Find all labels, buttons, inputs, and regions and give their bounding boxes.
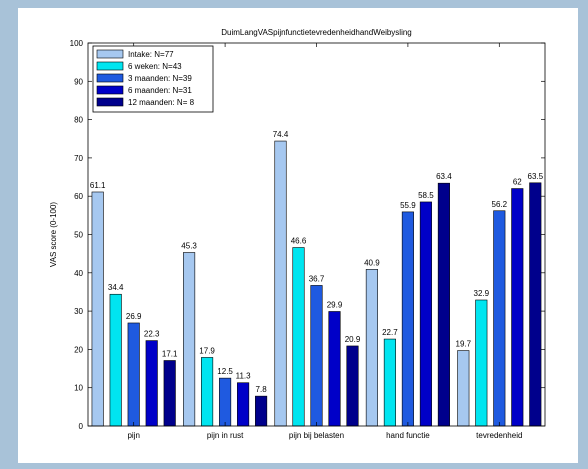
figure-canvas: DuimLangVASpijnfunctietevredenheidhandWe… [18, 8, 578, 463]
legend-label: 12 maanden: N= 8 [128, 98, 195, 107]
bar [255, 395, 268, 427]
x-tick-label: tevredenheid [476, 431, 522, 440]
y-tick-label: 10 [74, 384, 83, 393]
y-tick-label: 20 [74, 345, 83, 354]
data-label: 7.8 [256, 385, 268, 394]
legend-swatch [96, 61, 124, 71]
data-label: 17.9 [199, 346, 215, 355]
legend-swatch [96, 73, 124, 83]
bar [292, 247, 305, 427]
data-label: 22.7 [382, 328, 398, 337]
data-label: 32.9 [474, 289, 490, 298]
y-tick-label: 70 [74, 154, 83, 163]
x-tick-label: pijn in rust [207, 431, 244, 440]
bar [511, 188, 524, 427]
bar [109, 293, 122, 427]
y-tick-label: 0 [79, 422, 84, 431]
data-label: 40.9 [364, 258, 380, 267]
data-label: 74.4 [273, 130, 289, 139]
data-label: 20.9 [345, 335, 361, 344]
data-label: 17.1 [162, 350, 178, 359]
bar [201, 357, 214, 427]
bar [457, 350, 470, 427]
bar [475, 299, 488, 427]
data-label: 19.7 [456, 340, 472, 349]
bar [274, 140, 287, 427]
bar [219, 377, 232, 427]
y-tick-label: 40 [74, 269, 83, 278]
legend-label: 6 weken: N=43 [128, 62, 182, 71]
data-label: 63.4 [436, 172, 452, 181]
bars-group [91, 140, 542, 427]
x-tick-label: hand functie [386, 431, 430, 440]
bar [365, 269, 378, 427]
bar-chart: DuimLangVASpijnfunctietevredenheidhandWe… [49, 28, 546, 440]
data-label: 12.5 [217, 367, 233, 376]
data-label: 61.1 [90, 181, 106, 190]
legend: Intake: N=77 6 weken: N=43 3 maanden: N=39… [92, 45, 214, 113]
legend-label: Intake: N=77 [128, 50, 174, 59]
data-label: 26.9 [126, 312, 142, 321]
y-tick-label: 80 [74, 116, 83, 125]
data-label: 56.2 [492, 200, 508, 209]
bar [401, 211, 414, 427]
y-tick-label: 30 [74, 307, 83, 316]
data-label: 34.4 [108, 283, 124, 292]
bar [310, 285, 323, 427]
y-tick-label: 90 [74, 77, 83, 86]
legend-label: 6 maanden: N=31 [128, 86, 192, 95]
y-tick-label: 100 [70, 39, 84, 48]
axes-group: 0 10 20 30 40 50 60 70 80 90 100 pijn pijn in rust pi… [70, 39, 546, 440]
legend-swatch [96, 49, 124, 59]
bar [419, 201, 432, 427]
bar [183, 252, 196, 427]
data-label: 46.6 [291, 237, 307, 246]
data-label: 29.9 [327, 300, 343, 309]
bar [346, 345, 359, 427]
bar [237, 382, 250, 427]
bar [328, 311, 341, 427]
legend-label: 3 maanden: N=39 [128, 74, 192, 83]
data-label: 62 [513, 178, 522, 187]
data-label: 11.3 [236, 372, 252, 381]
data-label: 55.9 [400, 201, 416, 210]
data-label: 36.7 [309, 274, 325, 283]
data-labels-group: 61.1 34.4 26.922.3 17.1 45.3 17.9 12.511.3 7.8 7… [90, 130, 544, 394]
x-tick-label: pijn bij belasten [289, 431, 344, 440]
bar [437, 182, 450, 427]
bar [91, 191, 104, 427]
data-label: 45.3 [181, 242, 197, 251]
x-tick-label: pijn [127, 431, 139, 440]
bar [127, 322, 140, 427]
data-label: 22.3 [144, 330, 160, 339]
bar [383, 338, 396, 427]
legend-swatch [96, 85, 124, 95]
data-label: 58.5 [418, 191, 434, 200]
y-axis-label: VAS score (0-100) [49, 202, 58, 268]
legend-swatch [96, 97, 124, 107]
bar [163, 360, 176, 427]
y-tick-label: 60 [74, 192, 83, 201]
y-tick-label: 50 [74, 231, 83, 240]
bar [145, 340, 158, 427]
data-label: 63.5 [528, 172, 544, 181]
bar [529, 182, 542, 427]
chart-title: DuimLangVASpijnfunctietevredenheidhandWe… [221, 28, 412, 37]
bar [493, 210, 506, 427]
